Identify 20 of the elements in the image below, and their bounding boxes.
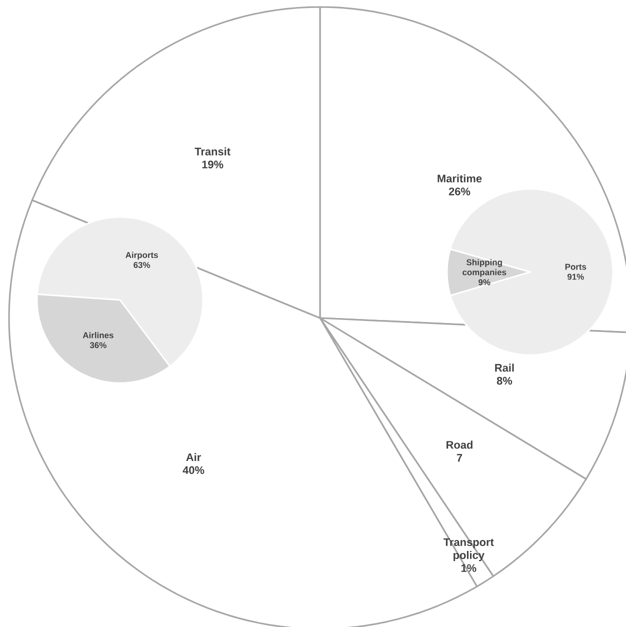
slice-label: Airports: [126, 252, 158, 260]
data-label: 7: [456, 454, 462, 462]
slice-label: Transport policy: [444, 538, 494, 562]
data-label: 1%: [461, 564, 476, 572]
data-label: 26%: [448, 188, 470, 196]
data-label: 40%: [182, 466, 204, 474]
data-label: 63%: [134, 262, 150, 268]
data-label: 91%: [567, 274, 584, 280]
data-label: 9%: [478, 279, 490, 286]
data-label: 19%: [202, 160, 224, 168]
data-label: 8%: [496, 376, 512, 385]
slice-label: Air: [186, 453, 201, 461]
slice-label: Rail: [495, 364, 514, 372]
slice-label: Transit: [194, 147, 230, 156]
slice-label: Ports: [565, 264, 586, 270]
slice-label: Shipping companies: [462, 259, 506, 277]
data-label: 36%: [90, 342, 106, 348]
slice-label: Airlines: [82, 332, 114, 338]
slice-label: Road: [446, 440, 472, 449]
slice-label: Maritime: [438, 174, 482, 182]
